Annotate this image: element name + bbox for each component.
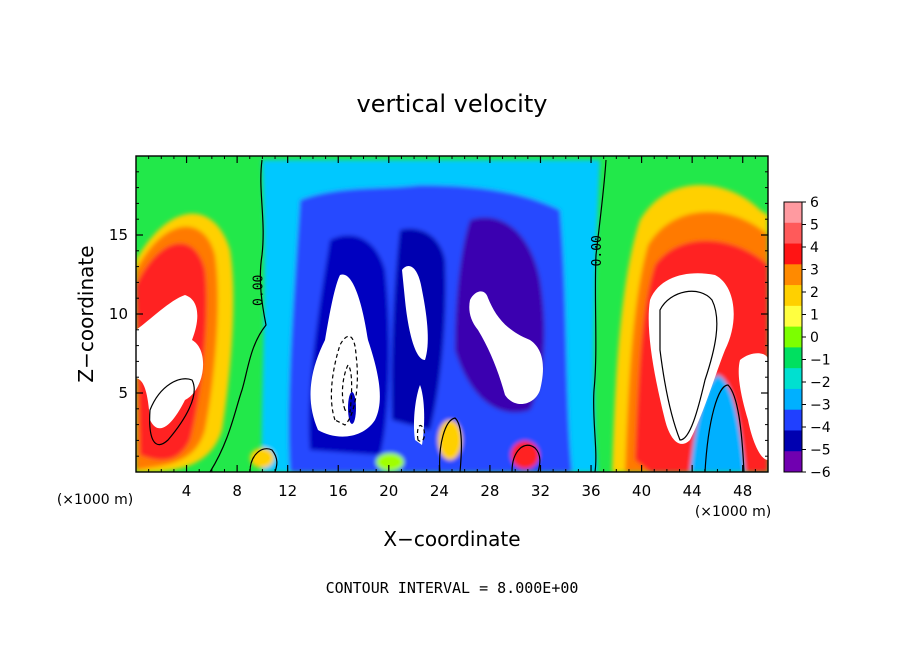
white-center-2 — [402, 266, 428, 360]
contour-label-group: 0.00 0.00 — [251, 235, 605, 306]
x-tick-label: 8 — [232, 482, 242, 500]
colorbar-swatch — [784, 243, 802, 265]
x-tick-label: 48 — [733, 482, 752, 500]
contour-dashed-3 — [416, 425, 426, 442]
x-axis-label: X−coordinate — [383, 527, 520, 551]
contour-label: 0.00 — [590, 235, 605, 266]
y-axis-label: Z−coordinate — [74, 245, 98, 382]
colorbar-swatch — [784, 430, 802, 452]
plot-area: 0.00 0.00 — [136, 156, 768, 472]
colorbar-swatch — [784, 326, 802, 348]
colorbar-tick-label: −1 — [810, 353, 831, 369]
white-left-1 — [136, 295, 204, 429]
colorbar-tick-label: 5 — [810, 218, 819, 234]
chart-title: vertical velocity — [357, 90, 548, 118]
x-tick-label: 40 — [632, 482, 651, 500]
zero-contour-right — [593, 159, 607, 472]
contour-dashed-1 — [330, 335, 358, 426]
x-tick-label: 24 — [430, 482, 449, 500]
white-right-2 — [738, 353, 768, 460]
colorbar-tick-label: 1 — [810, 308, 819, 324]
white-right-1 — [648, 273, 734, 444]
contour-right-loop — [659, 290, 718, 441]
colorbar-tick-label: 2 — [810, 285, 819, 301]
bottom-updraft-1 — [250, 448, 274, 468]
colorbar-swatch — [784, 264, 802, 286]
x-unit-left: (×1000 m) — [57, 492, 133, 508]
colorbar-tick-label: 3 — [810, 263, 819, 279]
colorbar-swatch — [784, 347, 802, 369]
contour-bottom-2 — [511, 444, 541, 472]
white-center-1 — [310, 274, 380, 437]
colorbar-swatch — [784, 305, 802, 328]
x-tick-label: 32 — [531, 482, 550, 500]
colorbar-swatch — [784, 409, 802, 431]
x-tick-label: 4 — [182, 482, 192, 500]
off-scale-regions — [136, 266, 768, 460]
contour-dashed-2 — [341, 363, 353, 413]
x-axis-ticks: 4 8 12 16 20 24 28 32 36 40 44 48 — [148, 156, 756, 500]
contour-interval-footer: CONTOUR INTERVAL = 8.000E+00 — [326, 579, 579, 597]
colorbar-tick-label: −2 — [810, 375, 831, 391]
bottom-updraft-2 — [438, 420, 462, 460]
x-tick-label: 44 — [683, 482, 702, 500]
colorbar-swatch — [784, 451, 802, 473]
contour-bottom-3 — [249, 448, 278, 472]
colorbar-tick-label: −5 — [810, 443, 831, 459]
colorbar-swatch — [784, 388, 802, 411]
y-tick-label: 5 — [118, 384, 128, 402]
colorbar-swatch — [784, 368, 802, 390]
y-tick-label: 10 — [109, 305, 128, 323]
colorbar-tick-label: −4 — [810, 420, 831, 436]
colorbar-tick-label: 0 — [810, 330, 819, 346]
x-tick-label: 16 — [329, 482, 348, 500]
x-tick-label: 28 — [480, 482, 499, 500]
colorbar-tick-label: 4 — [810, 240, 819, 256]
x-unit-right: (×1000 m) — [695, 504, 771, 520]
blue-core-in-white — [348, 392, 356, 424]
colorbar-tick-label: −3 — [810, 398, 831, 414]
contour-right-bottom — [704, 384, 745, 472]
colorbar-swatch — [784, 202, 802, 224]
white-center-3 — [413, 385, 425, 445]
white-center-4 — [469, 291, 543, 405]
colorbar-swatch — [784, 285, 802, 307]
colorbar-tick-label: −6 — [810, 465, 831, 481]
contour-lines — [149, 159, 745, 472]
contour-bottom-1 — [439, 417, 463, 472]
colorbar-swatch — [784, 222, 802, 245]
y-axis-ticks: 5 10 15 — [109, 171, 768, 457]
x-tick-label: 36 — [581, 482, 600, 500]
bottom-updraft-4 — [376, 453, 404, 471]
zero-contour-left — [209, 159, 267, 472]
x-tick-label: 12 — [278, 482, 297, 500]
x-tick-label: 20 — [379, 482, 398, 500]
colorbar-tick-label: 6 — [810, 195, 819, 211]
contour-label: 0.00 — [251, 275, 266, 306]
bottom-updraft-3 — [511, 441, 539, 469]
contour-left-loop — [149, 378, 195, 446]
y-tick-label: 15 — [109, 226, 128, 244]
colorbar: 6 5 4 3 2 1 0 −1 −2 −3 −4 −5 −6 — [783, 195, 831, 481]
